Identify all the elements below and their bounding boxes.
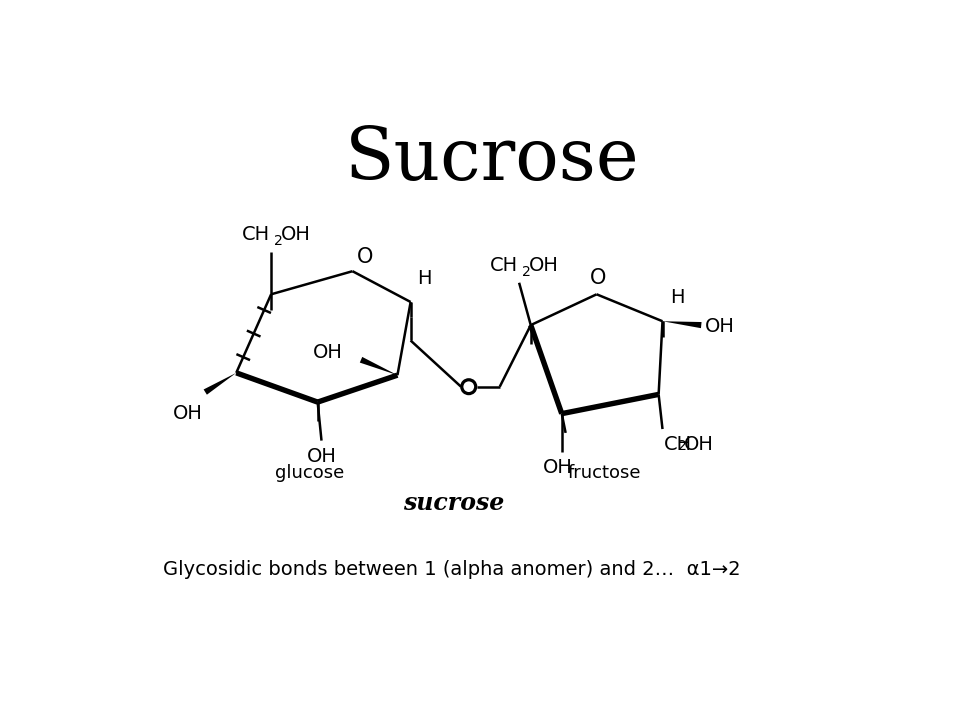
Polygon shape: [204, 373, 236, 395]
Text: H: H: [670, 289, 684, 307]
Text: OH: OH: [280, 225, 310, 244]
Text: CH: CH: [664, 435, 692, 454]
Polygon shape: [235, 370, 319, 405]
Text: sucrose: sucrose: [402, 490, 504, 515]
Text: Sucrose: Sucrose: [345, 125, 639, 195]
Text: CH: CH: [490, 256, 517, 275]
Text: OH: OH: [706, 317, 735, 336]
Text: OH: OH: [173, 404, 203, 423]
Text: 2: 2: [275, 234, 283, 248]
Text: 2: 2: [678, 439, 686, 453]
Polygon shape: [528, 324, 564, 415]
Text: O: O: [590, 268, 607, 288]
Text: OH: OH: [313, 343, 344, 361]
Text: OH: OH: [684, 435, 714, 454]
Text: CH: CH: [242, 225, 270, 244]
Text: OH: OH: [543, 459, 573, 477]
Polygon shape: [662, 321, 702, 328]
Text: H: H: [417, 269, 431, 288]
Polygon shape: [317, 372, 398, 405]
Text: OH: OH: [528, 256, 559, 275]
Text: OH: OH: [306, 446, 336, 466]
Text: O: O: [356, 248, 372, 267]
Text: 2: 2: [522, 265, 531, 279]
Polygon shape: [360, 357, 397, 375]
Text: fructose: fructose: [567, 464, 641, 482]
Text: Glycosidic bonds between 1 (alpha anomer) and 2…  α1→2: Glycosidic bonds between 1 (alpha anomer…: [162, 560, 740, 579]
Polygon shape: [562, 392, 660, 416]
Text: glucose: glucose: [276, 464, 345, 482]
